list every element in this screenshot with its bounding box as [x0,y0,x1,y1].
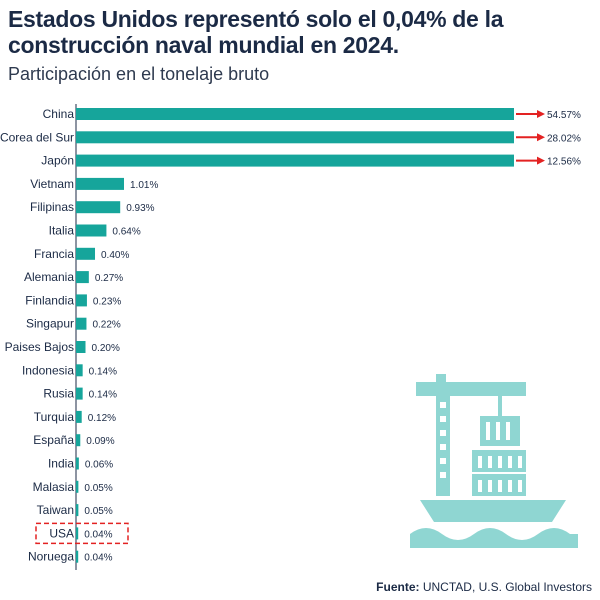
category-label: Italia [49,224,75,238]
bar [76,131,514,144]
value-label: 0.14% [89,390,117,401]
value-label: 0.06% [85,460,113,471]
value-label: 1.01% [130,180,158,191]
value-label: 0.64% [112,227,140,238]
value-label: 0.12% [88,413,116,424]
bar [76,271,89,284]
ship-crane-icon [410,374,578,548]
category-label: Filipinas [30,200,74,214]
value-label: 0.09% [86,436,114,447]
category-label: España [33,433,74,447]
value-label: 0.05% [84,483,112,494]
value-label: 0.40% [101,250,129,261]
bar [76,457,79,470]
value-label: 54.57% [547,110,581,121]
bar [76,108,514,120]
category-label: China [43,107,75,121]
value-label: 0.04% [84,553,112,564]
source-text: UNCTAD, U.S. Global Investors [422,580,592,594]
category-label: Japón [41,154,74,168]
category-label: Paises Bajos [5,340,74,354]
bar [76,341,86,353]
value-label: 0.14% [89,366,117,377]
bar [76,177,124,190]
value-label: 0.22% [92,320,120,331]
bar [76,364,83,377]
bar [76,550,79,563]
category-label: Singapur [26,317,74,331]
category-label: Rusia [43,387,74,401]
bar [76,317,87,330]
bar [76,527,79,540]
category-label: USA [49,526,74,540]
category-label: Alemania [24,270,74,284]
overflow-arrow-head [537,110,545,118]
value-label: 0.05% [84,506,112,517]
bar [76,410,82,423]
category-label: Corea del Sur [0,130,74,144]
bar [76,480,79,493]
bar [76,247,96,260]
chart-subtitle: Participación en el tonelaje bruto [8,64,270,84]
bar [76,434,81,447]
category-label: Indonesia [22,363,74,377]
category-label: Noruega [28,550,74,564]
overflow-arrow-head [537,156,545,165]
chart-title: Estados Unidos representó solo el 0,04% … [8,6,504,58]
category-label: Finlandia [25,293,74,307]
value-label: 0.23% [93,296,121,307]
value-label: 0.20% [92,343,120,354]
value-label: 0.04% [84,529,112,540]
category-label: Francia [34,247,74,261]
category-label: India [48,457,74,471]
category-label: Malasia [33,480,75,494]
value-label: 12.56% [547,157,581,168]
bar [76,224,107,237]
bar [76,294,87,307]
category-label: Turquia [34,410,75,424]
overflow-arrow-head [537,133,545,142]
value-label: 0.27% [95,273,123,284]
value-label: 28.02% [547,133,581,144]
category-label: Taiwan [37,503,74,517]
bar [76,154,514,167]
category-label: Vietnam [30,177,74,191]
bar [76,504,79,517]
value-label: 0.93% [126,203,154,214]
source-label: Fuente: [376,580,420,594]
source-note: Fuente: UNCTAD, U.S. Global Investors [376,580,592,594]
bar [76,201,121,214]
bar [76,387,83,400]
